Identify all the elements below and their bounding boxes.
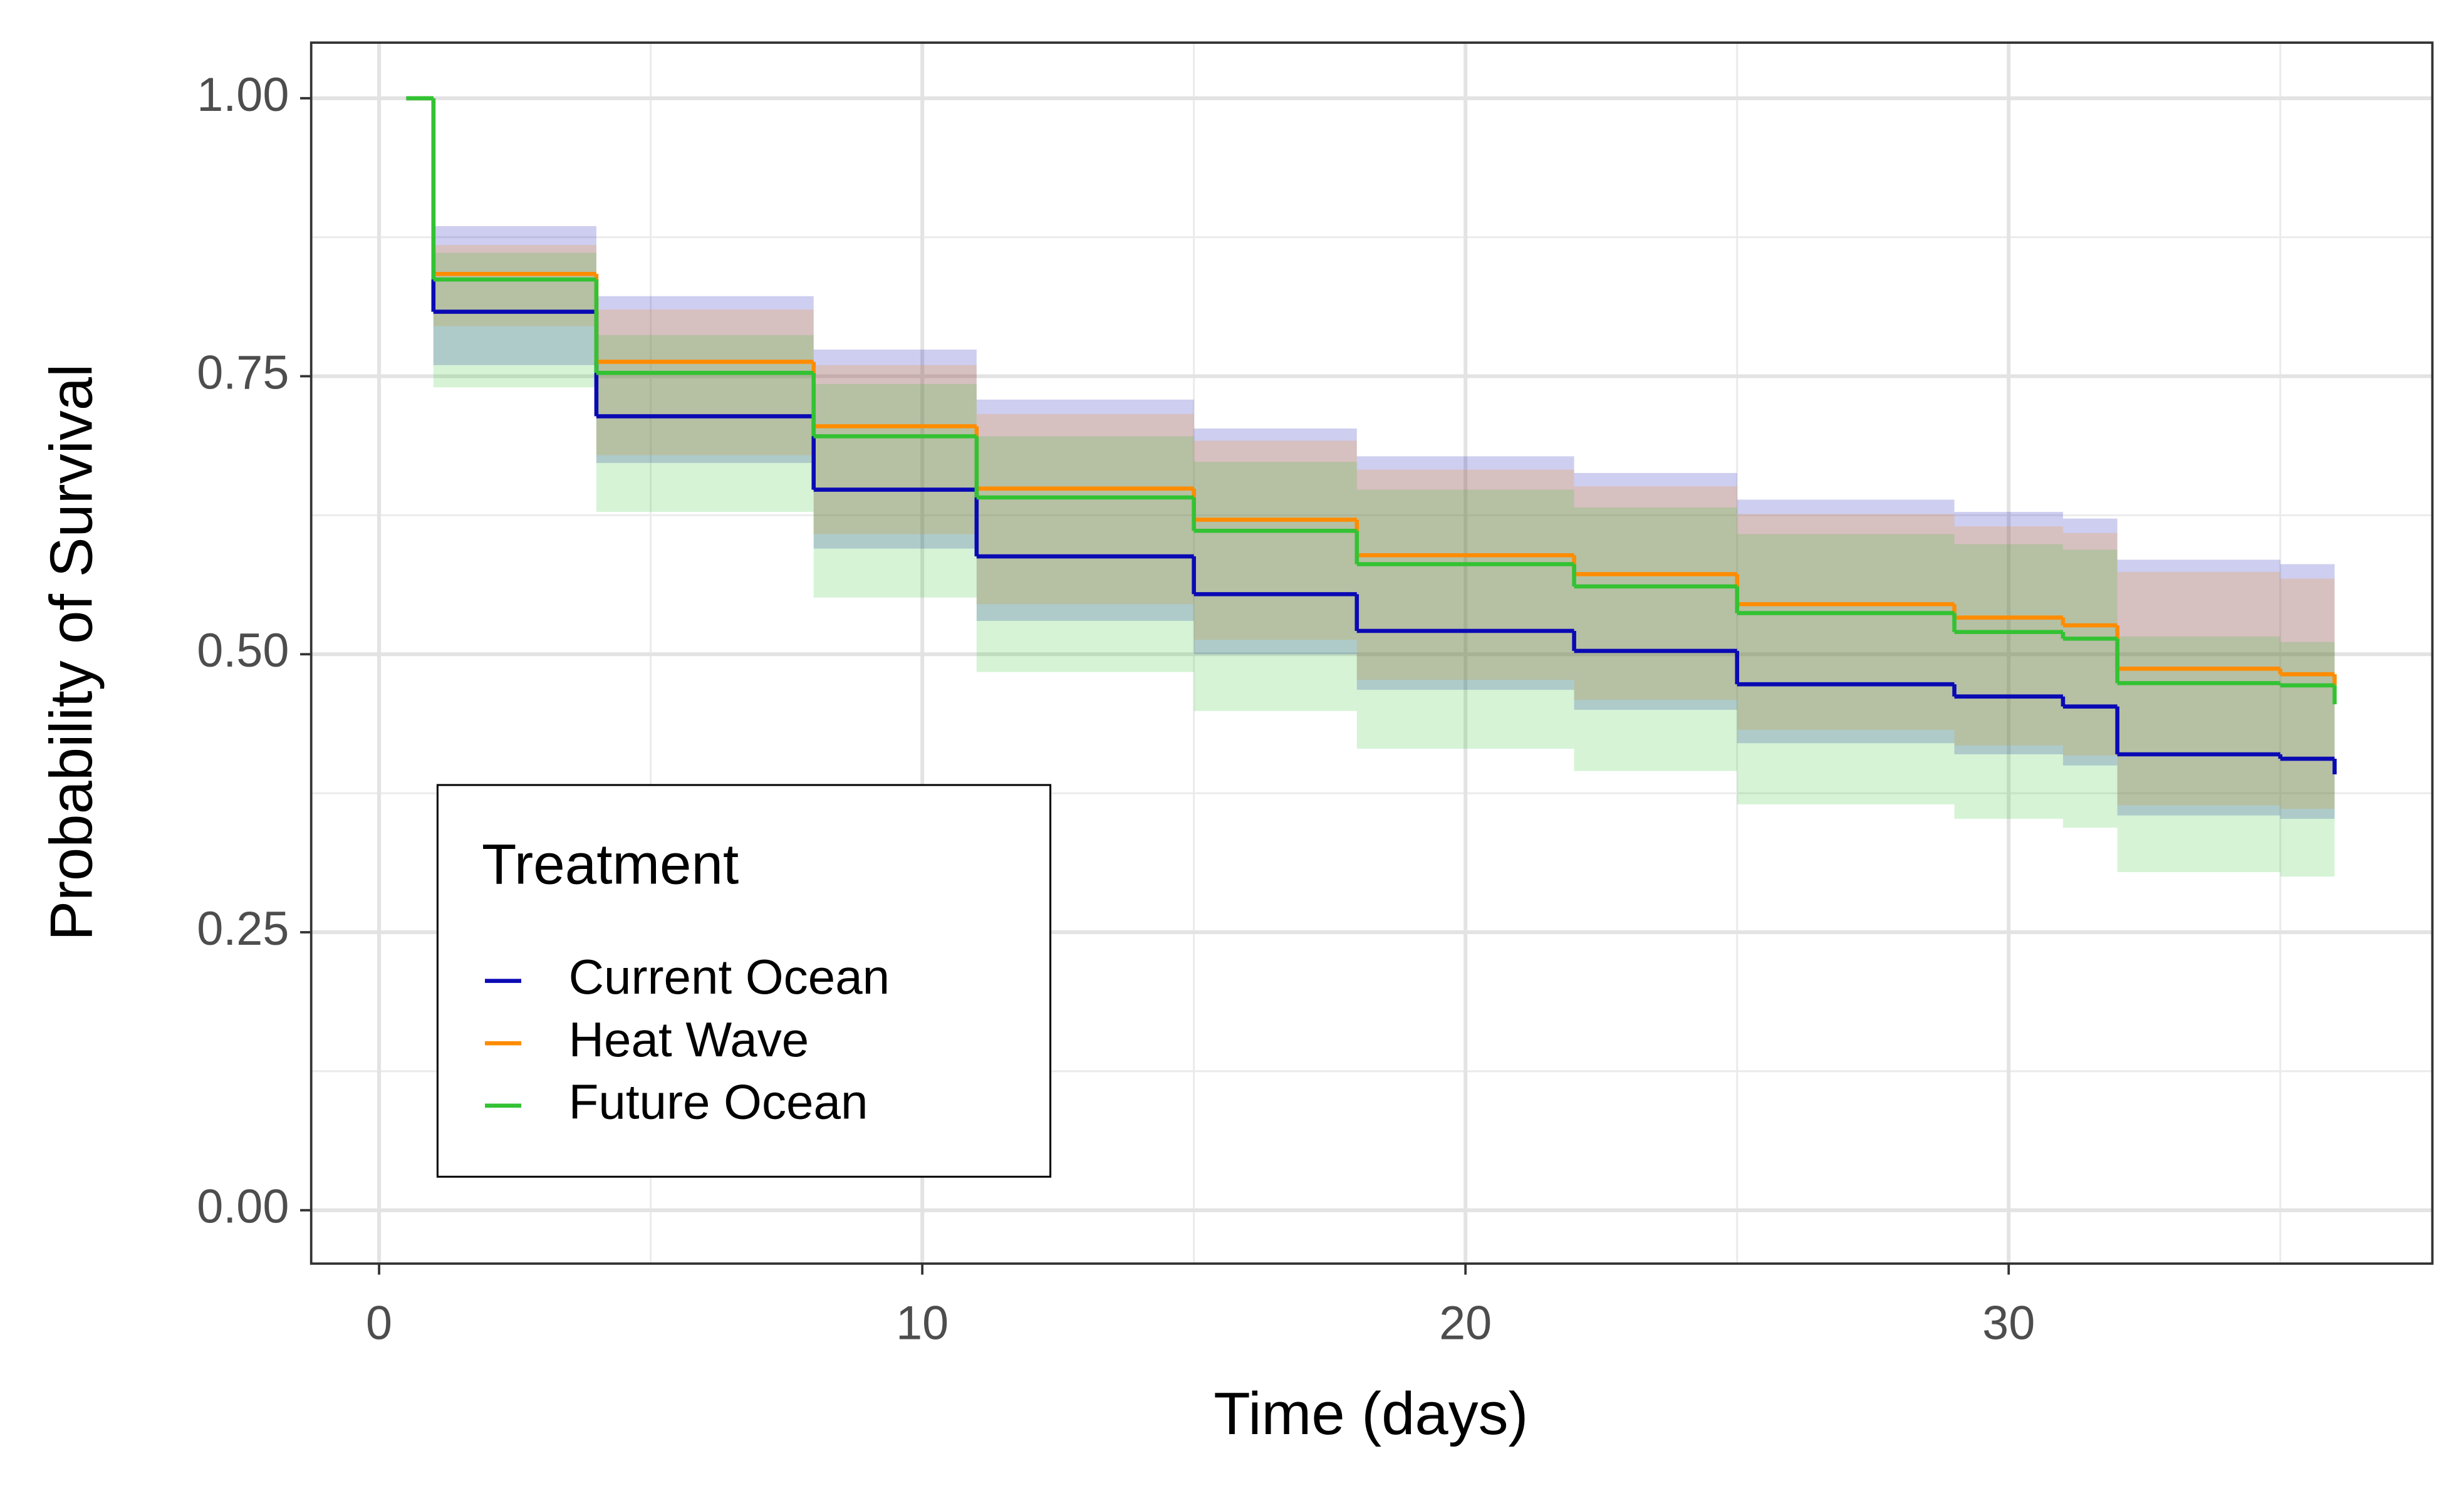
confidence-band bbox=[1193, 428, 1357, 655]
confidence-band bbox=[1356, 489, 1574, 749]
y-tick-label: 0.25 bbox=[197, 903, 289, 955]
confidence-band bbox=[976, 399, 1194, 621]
confidence-band bbox=[1574, 486, 1737, 700]
confidence-band bbox=[1737, 514, 1955, 730]
x-tick-label: 20 bbox=[1439, 1298, 1492, 1350]
confidence-band bbox=[1193, 440, 1357, 640]
confidence-band bbox=[1954, 544, 2063, 819]
x-tick-label: 0 bbox=[366, 1298, 392, 1350]
confidence-band bbox=[1193, 462, 1357, 711]
confidence-band bbox=[596, 296, 814, 463]
confidence-band bbox=[976, 436, 1194, 672]
confidence-band bbox=[813, 349, 977, 549]
legend-box bbox=[436, 784, 1052, 1178]
confidence-band bbox=[1737, 499, 1955, 744]
survival-lines bbox=[406, 96, 2337, 774]
y-tick-label: 0.00 bbox=[197, 1181, 289, 1234]
legend-label: Future Ocean bbox=[569, 1074, 868, 1129]
confidence-bands bbox=[433, 226, 2335, 877]
y-tick-label: 0.50 bbox=[197, 625, 289, 677]
y-tick-label: 1.00 bbox=[197, 69, 289, 122]
confidence-band bbox=[976, 414, 1194, 605]
confidence-band bbox=[2280, 564, 2335, 819]
confidence-band bbox=[2062, 533, 2118, 756]
grid bbox=[311, 43, 2433, 1264]
x-tick-label: 30 bbox=[1982, 1298, 2035, 1350]
confidence-band bbox=[596, 335, 814, 512]
confidence-band bbox=[1356, 469, 1574, 680]
confidence-band bbox=[596, 309, 814, 455]
y-axis-title: Probability of Survival bbox=[38, 364, 105, 941]
y-tick-label: 0.75 bbox=[197, 347, 289, 400]
x-axis-title: Time (days) bbox=[1214, 1380, 1528, 1447]
confidence-band bbox=[2280, 578, 2335, 809]
confidence-band bbox=[813, 365, 977, 534]
legend: Treatment Current Ocean Heat Wave Future O… bbox=[436, 784, 1052, 1178]
x-tick-label: 10 bbox=[896, 1298, 949, 1350]
confidence-band bbox=[433, 226, 596, 365]
legend-label: Heat Wave bbox=[569, 1012, 809, 1067]
legend-label: Current Ocean bbox=[569, 949, 890, 1004]
confidence-band bbox=[2062, 518, 2118, 766]
confidence-band bbox=[2062, 549, 2118, 828]
axes: 0 10 20 30 0.00 0.25 0.50 0.75 1.00 bbox=[197, 69, 2035, 1350]
legend-title: Treatment bbox=[482, 833, 739, 897]
confidence-band bbox=[2117, 559, 2280, 816]
confidence-band bbox=[2117, 571, 2280, 806]
confidence-band bbox=[1356, 456, 1574, 690]
confidence-band bbox=[1954, 526, 2063, 746]
confidence-band bbox=[1574, 472, 1737, 710]
confidence-band bbox=[1574, 507, 1737, 771]
confidence-band bbox=[1737, 534, 1955, 804]
